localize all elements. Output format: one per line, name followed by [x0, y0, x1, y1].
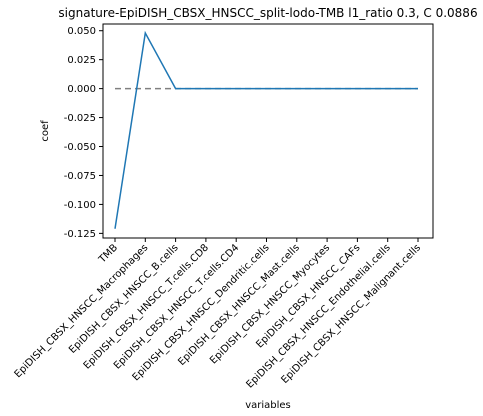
y-axis: -0.125 -0.100 -0.075 -0.050 -0.025 0.000 0.025…	[64, 26, 103, 240]
plot-frame	[102, 23, 434, 239]
x-tick-label: TMB	[96, 242, 120, 266]
x-axis: TMBEpiDISH_CBSX_HNSCC_MacrophagesEpiDISH…	[13, 238, 423, 391]
y-tick-label: -0.050	[64, 142, 96, 153]
chart-title: signature-EpiDISH_CBSX_HNSCC_split-lodo-…	[58, 6, 477, 20]
y-tick-label: 0.025	[67, 55, 96, 66]
y-tick-label: -0.025	[64, 113, 96, 124]
y-tick-label: -0.100	[64, 200, 96, 211]
coef-series-line	[114, 30, 418, 229]
x-axis-title: variables	[245, 400, 291, 411]
y-tick-label: -0.125	[64, 229, 96, 240]
x-tick-label: EpiDISH_CBSX_HNSCC_Malignant.cells	[279, 242, 423, 386]
y-axis-title: coef	[40, 120, 51, 142]
x-tick-label: EpiDISH_CBSX_HNSCC_Endothelial.cells	[245, 242, 393, 390]
y-tick-label: 0.000	[67, 84, 96, 95]
y-tick-label: -0.075	[64, 171, 96, 182]
y-tick-label: 0.050	[67, 26, 96, 37]
x-tick-label: EpiDISH_CBSX_HNSCC_B.cells	[67, 242, 181, 356]
